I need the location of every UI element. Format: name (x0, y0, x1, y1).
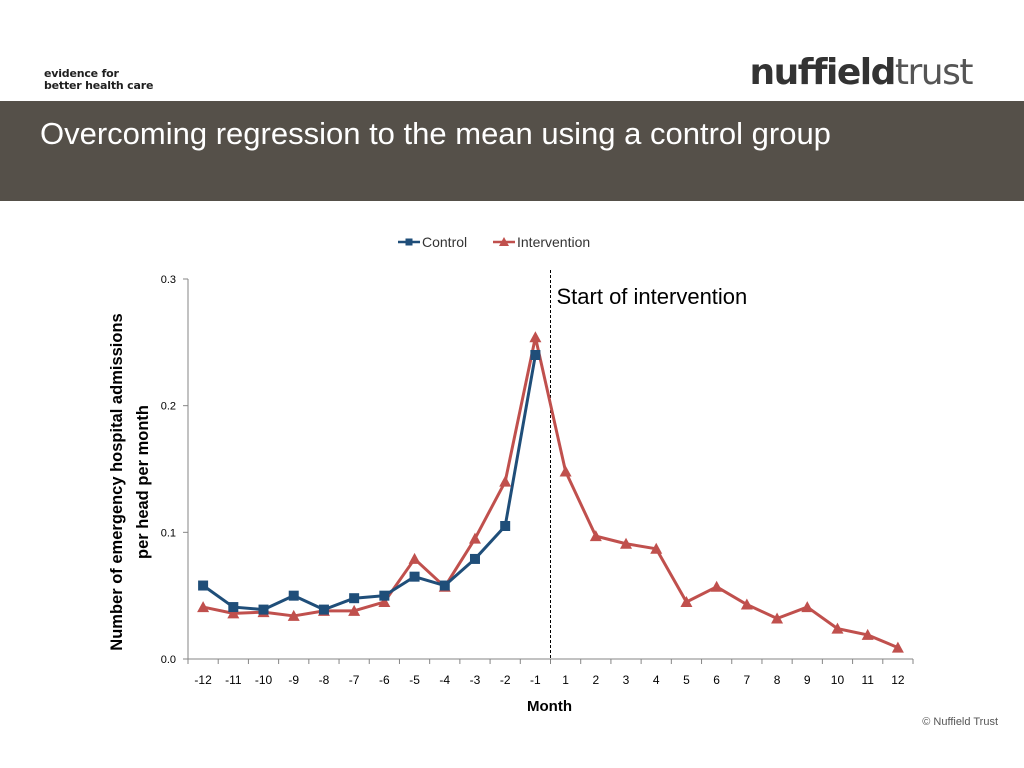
data-point-control (349, 593, 360, 604)
intervention-start-annotation: Start of intervention (557, 284, 748, 309)
data-point-intervention (771, 612, 784, 624)
x-tick-label: -2 (500, 673, 511, 687)
y-tick-label: 0.3 (161, 274, 176, 286)
x-tick-label: -3 (470, 673, 481, 687)
x-axis-title: Month (527, 698, 572, 715)
series-line-control (202, 354, 537, 612)
data-point-intervention (348, 604, 361, 616)
logo-word-bold: nuffield (749, 52, 896, 93)
data-point-intervention (559, 465, 572, 477)
x-tick-label: 9 (804, 673, 811, 687)
data-point-control (228, 602, 239, 613)
data-point-control (409, 571, 420, 582)
x-tick-label: -6 (379, 673, 390, 687)
data-point-control (530, 350, 541, 360)
data-point-control (379, 590, 390, 601)
data-point-intervention (620, 537, 633, 549)
legend-label-intervention: Intervention (517, 234, 590, 250)
legend-marker-intervention (499, 237, 509, 246)
data-point-intervention (468, 532, 481, 544)
legend-label-control: Control (422, 234, 467, 250)
data-point-intervention (650, 542, 663, 554)
data-point-intervention (740, 598, 753, 610)
tagline-line-1: evidence for (44, 67, 119, 80)
x-tick-label: 2 (592, 673, 599, 687)
data-point-control (469, 553, 480, 564)
x-tick-label: -9 (288, 673, 299, 687)
y-tick-label: 0.2 (161, 401, 176, 413)
data-point-intervention (589, 530, 602, 542)
y-tick-label: 0.0 (161, 654, 176, 666)
x-tick-label: 11 (861, 673, 874, 687)
x-tick-label: 5 (683, 673, 690, 687)
x-tick-label: -11 (225, 673, 242, 687)
x-tick-label: -8 (319, 673, 330, 687)
x-tick-label: 10 (831, 673, 845, 687)
data-point-control (439, 580, 450, 591)
data-point-intervention (529, 331, 542, 343)
data-point-intervention (227, 607, 240, 619)
nuffield-trust-logo: nuffieldtrust (749, 52, 974, 93)
data-point-intervention (287, 609, 300, 621)
data-point-intervention (499, 475, 512, 487)
slide-title: Overcoming regression to the mean using … (40, 116, 831, 151)
x-tick-label: -7 (349, 673, 360, 687)
legend-marker-control (405, 238, 413, 246)
x-tick-label: -5 (409, 673, 420, 687)
x-tick-label: 12 (891, 673, 905, 687)
x-tick-label: 6 (713, 673, 720, 687)
y-tick-label: 0.1 (161, 527, 176, 539)
data-point-control (198, 580, 209, 591)
data-point-intervention (408, 552, 421, 564)
data-point-intervention (831, 622, 844, 634)
x-tick-label: 8 (774, 673, 781, 687)
x-tick-label: 3 (623, 673, 630, 687)
data-point-control (318, 604, 329, 615)
data-point-intervention (801, 601, 814, 613)
tagline: evidence for better health care (44, 68, 153, 92)
data-point-intervention (197, 601, 210, 613)
data-point-control (288, 590, 299, 601)
x-tick-label: -4 (439, 673, 450, 687)
tagline-line-2: better health care (44, 79, 154, 92)
x-tick-label: 1 (562, 673, 569, 687)
data-point-intervention (710, 580, 723, 592)
x-tick-label: 7 (744, 673, 751, 687)
data-point-control (258, 604, 269, 615)
data-point-control (500, 521, 511, 531)
series-line-intervention (202, 335, 899, 649)
data-point-intervention (891, 641, 904, 653)
logo-word-light: trust (894, 52, 974, 93)
data-point-intervention (861, 628, 874, 640)
data-point-intervention (680, 596, 693, 607)
x-tick-label: -10 (255, 673, 273, 687)
title-bar: Overcoming regression to the mean using … (0, 101, 1024, 201)
x-tick-label: -1 (530, 673, 541, 687)
x-tick-label: -12 (194, 673, 212, 687)
copyright-notice: © Nuffield Trust (922, 716, 998, 728)
data-point-intervention (378, 596, 391, 607)
y-axis-title: Number of emergency hospital admissions p… (108, 313, 152, 650)
x-tick-label: 4 (653, 673, 660, 687)
